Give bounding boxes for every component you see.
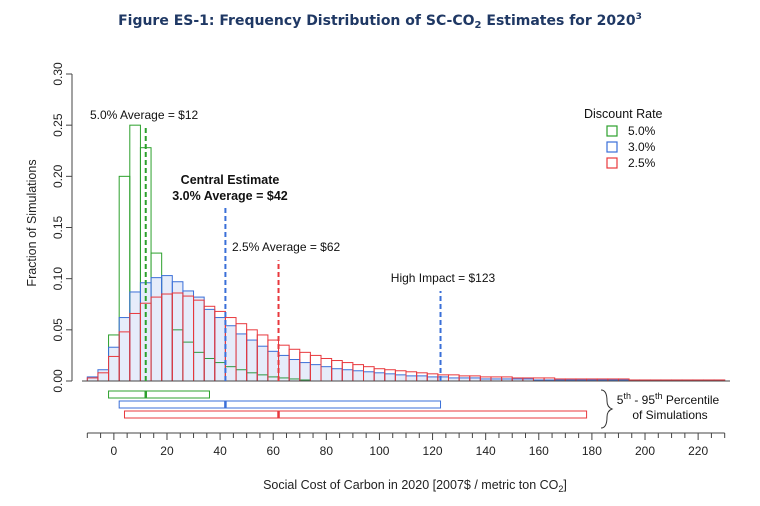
histogram-bar xyxy=(235,333,248,382)
histogram-bar xyxy=(331,368,343,382)
x-tick-label: 40 xyxy=(213,444,227,458)
x-tick-label: 160 xyxy=(529,444,549,458)
histogram-bar xyxy=(384,373,396,382)
avg-5pct-label: 5.0% Average = $12 xyxy=(90,108,199,122)
percentile-bars xyxy=(108,390,588,419)
legend: 5.0% 3.0% 2.5% xyxy=(606,124,656,170)
y-tick-label: 0.10 xyxy=(51,267,65,291)
avg-2.5pct-label: 2.5% Average = $62 xyxy=(232,240,341,254)
histogram-bar xyxy=(320,366,333,382)
legend-entry: 5.0% xyxy=(628,124,656,138)
x-tick-label: 220 xyxy=(688,444,708,458)
histogram-bar xyxy=(352,370,365,382)
y-axis-label: Fraction of Simulations xyxy=(25,159,39,286)
central-estimate-label: Central Estimate xyxy=(181,173,280,187)
legend-title: Discount Rate xyxy=(584,107,663,121)
histogram-bar xyxy=(278,354,290,382)
avg-3pct-label: 3.0% Average = $42 xyxy=(172,189,288,203)
y-tick-label: 0.25 xyxy=(51,113,65,137)
histogram-bar xyxy=(108,346,120,382)
x-tick-label: 60 xyxy=(267,444,281,458)
legend-entry: 3.0% xyxy=(628,140,656,154)
x-tick-label: 80 xyxy=(320,444,334,458)
legend-swatch xyxy=(606,141,618,153)
legend-swatch xyxy=(606,157,618,169)
x-tick-label: 100 xyxy=(369,444,389,458)
x-tick-label: 20 xyxy=(160,444,174,458)
histogram-bar xyxy=(288,359,301,382)
histogram-bar xyxy=(437,376,449,382)
percentile-brace xyxy=(600,389,614,429)
histogram-bar xyxy=(129,291,141,382)
x-tick-label: 0 xyxy=(111,444,118,458)
x-tick-label: 140 xyxy=(476,444,496,458)
y-tick-label: 0.00 xyxy=(51,369,65,393)
histogram-bar xyxy=(97,369,110,382)
percentile-label-line2: of Simulations xyxy=(632,408,707,422)
legend-swatch xyxy=(606,125,618,137)
histogram-bar xyxy=(341,369,354,382)
histogram-bar xyxy=(256,345,269,382)
histogram-bar xyxy=(373,372,386,382)
histogram-bar xyxy=(394,374,407,382)
histogram-bar xyxy=(150,277,163,382)
histogram-bar xyxy=(299,362,311,382)
histogram-bar xyxy=(203,308,216,382)
x-axis-label: Social Cost of Carbon in 2020 [2007$ / m… xyxy=(263,478,567,494)
chart-title: Figure ES-1: Frequency Distribution of S… xyxy=(118,12,642,31)
y-tick-label: 0.20 xyxy=(51,164,65,188)
series-2.5pct-bars xyxy=(86,292,726,382)
histogram-bar xyxy=(426,376,439,382)
y-tick-label: 0.30 xyxy=(51,62,65,86)
x-tick-label: 180 xyxy=(582,444,602,458)
histogram-bar xyxy=(267,350,280,382)
y-tick-label: 0.05 xyxy=(51,318,65,342)
high-impact-label: High Impact = $123 xyxy=(391,271,496,285)
x-tick-label: 120 xyxy=(423,444,443,458)
histogram-bar xyxy=(363,371,375,382)
histogram-bar xyxy=(246,339,258,382)
x-axis: 0 20 40 60 80 100 120 140 160 180 200 220 xyxy=(86,432,726,458)
histogram-bar xyxy=(405,375,418,382)
x-tick-label: 200 xyxy=(635,444,655,458)
histogram-bar xyxy=(171,281,184,382)
percentile-range-bar xyxy=(118,400,442,409)
histogram-bar xyxy=(214,317,226,382)
average-lines xyxy=(144,125,442,381)
y-tick-label: 0.15 xyxy=(51,215,65,239)
percentile-range-bar xyxy=(123,410,588,419)
percentile-range-bar xyxy=(108,390,210,399)
percentile-label-line1: 5th - 95th Percentile xyxy=(617,391,720,407)
histogram-bar xyxy=(416,375,428,382)
histogram-bar xyxy=(161,275,173,382)
histogram-bar xyxy=(193,296,205,382)
histogram-bar xyxy=(118,317,131,382)
legend-entry: 2.5% xyxy=(628,156,656,170)
y-axis: 0.00 0.05 0.10 0.15 0.20 0.25 0.30 xyxy=(51,62,73,393)
histogram-bar xyxy=(182,290,195,382)
histogram-bar xyxy=(224,325,237,382)
histogram-bar xyxy=(309,364,322,382)
